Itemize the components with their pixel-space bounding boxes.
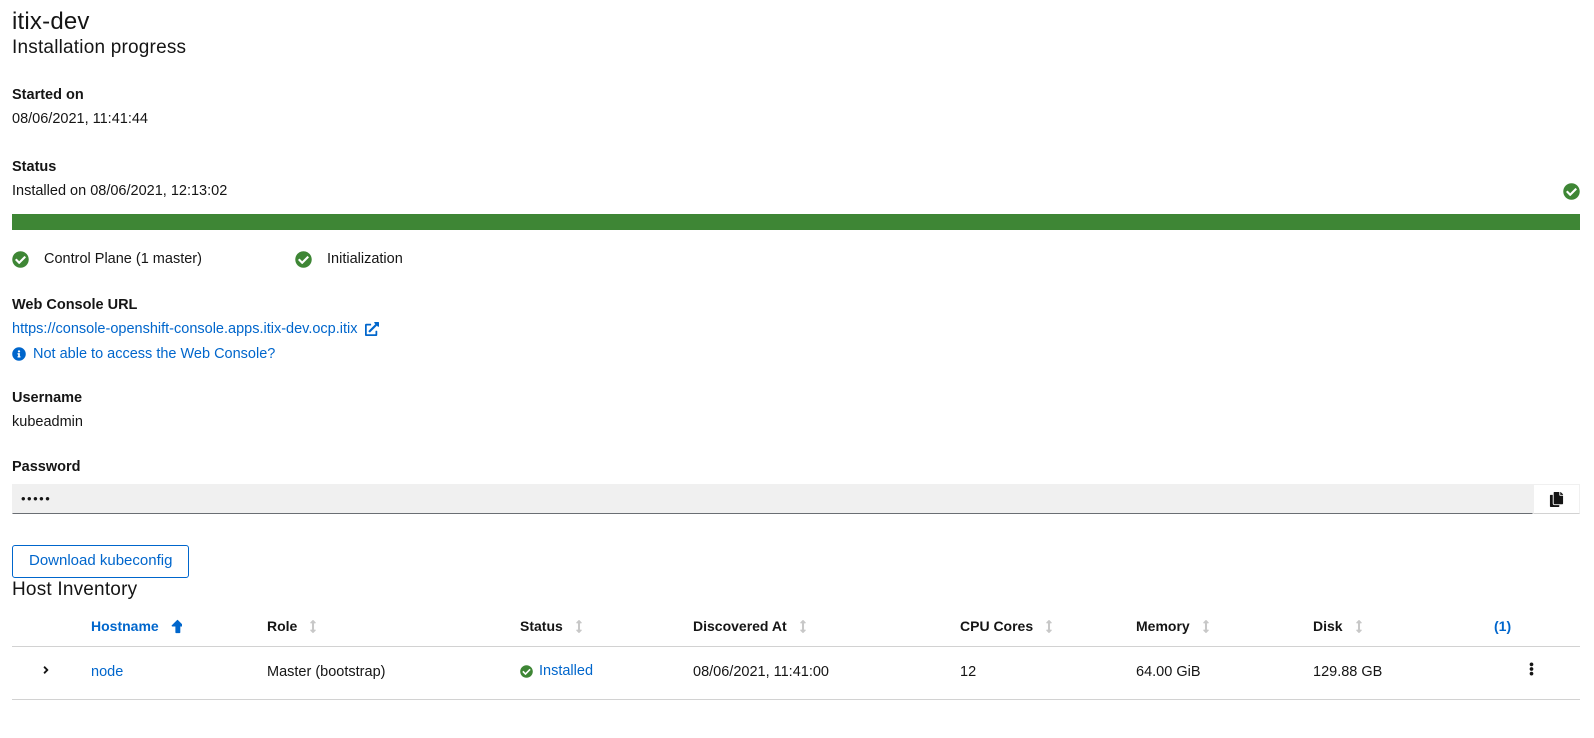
sort-icon[interactable] [799, 620, 807, 633]
web-console-url-label: Web Console URL [12, 297, 138, 313]
cpu-cores-header-label: CPU Cores [960, 618, 1034, 634]
sort-icon[interactable] [575, 620, 583, 633]
copy-password-button[interactable] [1533, 484, 1580, 514]
web-console-block: Web Console URL https://console-openshif… [12, 293, 1580, 366]
disk-header-label: Disk [1313, 618, 1343, 634]
discovered-at-header-label: Discovered At [693, 618, 787, 634]
started-on-block: Started on 08/06/2021, 11:41:44 [12, 83, 1580, 131]
table-header-row: Hostname Role Status [12, 612, 1580, 647]
column-header-hostname[interactable]: Hostname [79, 612, 255, 647]
status-block: Status Installed on 08/06/2021, 12:13:02 [12, 155, 1580, 203]
installation-progress-bar [12, 214, 1580, 230]
check-circle-icon [295, 251, 312, 268]
host-inventory-table: Hostname Role Status [12, 612, 1580, 700]
download-kubeconfig-button[interactable]: Download kubeconfig [12, 545, 190, 578]
hostname-link[interactable]: node [91, 664, 124, 681]
status-header-label: Status [520, 618, 563, 634]
sort-ascending-icon[interactable] [171, 619, 182, 634]
sort-icon[interactable] [1202, 620, 1210, 633]
installation-progress-bar-fill [12, 214, 1580, 230]
installed-check-icon [520, 665, 533, 678]
expand-row-chevron-icon[interactable] [37, 662, 55, 678]
host-count-header[interactable]: (1) [1482, 612, 1580, 647]
installation-steps: Control Plane (1 master) Initialization [12, 247, 1580, 271]
expand-cell [12, 646, 79, 700]
column-header-role[interactable]: Role [255, 612, 508, 647]
disk-cell: 129.88 GB [1301, 646, 1482, 700]
memory-header-label: Memory [1136, 618, 1190, 634]
password-block: Password ••••• [12, 455, 1580, 514]
kebab-menu-icon[interactable] [1521, 660, 1542, 678]
status-label: Status [12, 159, 57, 175]
sort-icon[interactable] [1045, 620, 1053, 633]
role-header-label: Role [267, 618, 298, 634]
sort-icon[interactable] [1355, 620, 1363, 633]
role-cell: Master (bootstrap) [255, 646, 508, 700]
host-table-row: node Master (bootstrap) Installed 08/06/… [12, 646, 1580, 700]
hostname-header-label: Hostname [91, 618, 159, 634]
row-actions-cell [1482, 646, 1580, 700]
cpu-cores-cell: 12 [948, 646, 1124, 700]
host-status-link[interactable]: Installed [520, 659, 593, 683]
password-field[interactable]: ••••• [12, 484, 1533, 514]
status-cell: Installed [508, 646, 681, 700]
check-circle-icon [12, 251, 29, 268]
expand-column-header [12, 612, 79, 647]
memory-cell: 64.00 GiB [1124, 646, 1301, 700]
copy-icon [1549, 492, 1564, 507]
installation-progress-heading: Installation progress [12, 37, 187, 58]
column-header-disk[interactable]: Disk [1301, 612, 1482, 647]
host-count-link[interactable]: (1) [1494, 618, 1512, 634]
column-header-discovered-at[interactable]: Discovered At [681, 612, 948, 647]
username-label: Username [12, 390, 83, 406]
username-value: kubeadmin [12, 414, 83, 430]
discovered-at-cell: 08/06/2021, 11:41:00 [681, 646, 948, 700]
page-title: itix-dev [12, 8, 90, 35]
external-link-icon[interactable] [365, 322, 379, 336]
column-header-status[interactable]: Status [508, 612, 681, 647]
password-label: Password [12, 459, 81, 475]
host-status-label: Installed [539, 663, 594, 679]
hostname-cell: node [79, 646, 255, 700]
column-header-memory[interactable]: Memory [1124, 612, 1301, 647]
web-console-troubleshoot-link[interactable]: Not able to access the Web Console? [33, 346, 276, 362]
status-success-check-icon [1563, 183, 1580, 200]
status-value: Installed on 08/06/2021, 12:13:02 [12, 183, 228, 199]
username-block: Username kubeadmin [12, 386, 1580, 434]
info-circle-icon [12, 347, 26, 361]
started-on-label: Started on [12, 87, 84, 103]
web-console-url-link[interactable]: https://console-openshift-console.apps.i… [12, 321, 358, 337]
sort-icon[interactable] [309, 620, 317, 633]
step-control-plane: Control Plane (1 master) [12, 247, 295, 271]
step-initialization-label: Initialization [327, 251, 403, 267]
column-header-cpu-cores[interactable]: CPU Cores [948, 612, 1124, 647]
started-on-value: 08/06/2021, 11:41:44 [12, 111, 148, 127]
step-initialization: Initialization [295, 247, 403, 271]
cluster-detail-page: itix-dev Installation progress Started o… [12, 8, 1580, 700]
host-inventory-heading: Host Inventory [12, 579, 138, 600]
step-control-plane-label: Control Plane (1 master) [44, 251, 202, 267]
